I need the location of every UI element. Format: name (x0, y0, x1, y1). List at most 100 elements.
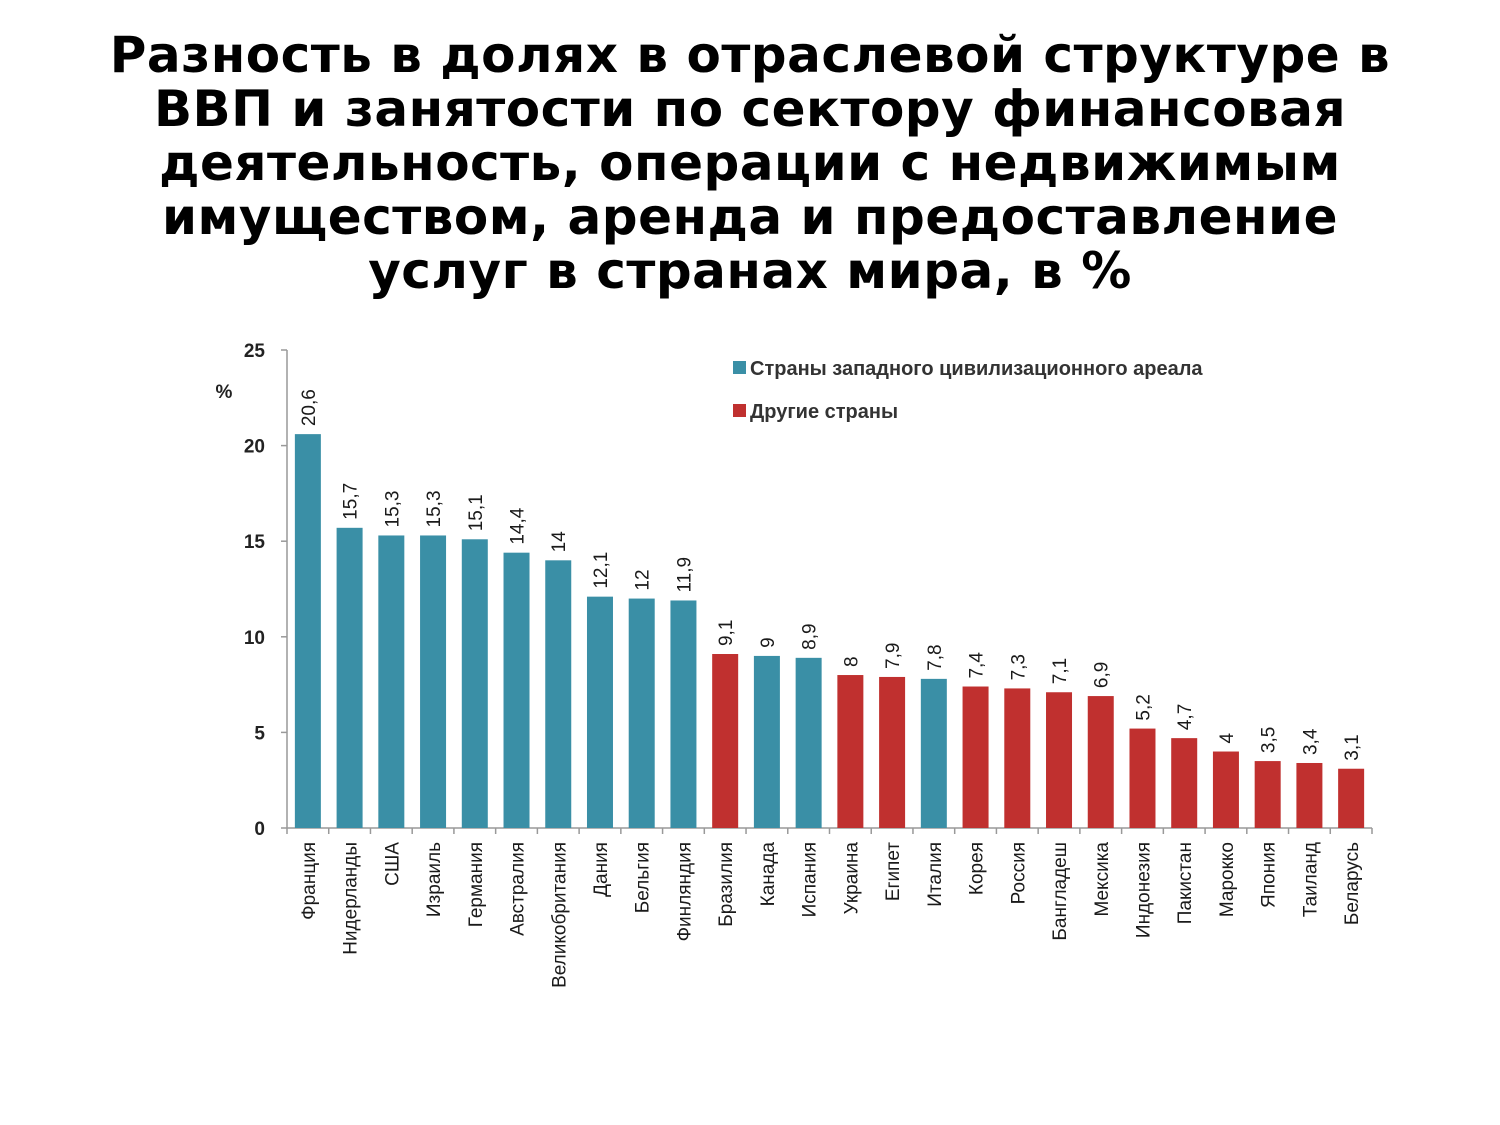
bar (378, 535, 405, 828)
bar (1004, 688, 1031, 828)
y-tick-label: 5 (254, 723, 265, 744)
category-label: Австралия (508, 842, 529, 936)
bar (420, 535, 447, 828)
category-label: Беларусь (1342, 842, 1363, 925)
bar-value-label: 8,9 (800, 623, 821, 649)
bar-value-label: 9 (758, 637, 779, 648)
bar (461, 539, 488, 828)
bar-value-label: 7,9 (883, 643, 904, 669)
bar-value-label: 3,4 (1300, 728, 1321, 755)
bar-value-label: 6,9 (1092, 662, 1113, 688)
legend-swatch (733, 361, 746, 374)
bar-value-label: 3,1 (1342, 734, 1363, 760)
y-tick-label: 20 (244, 437, 265, 458)
bar-value-label: 3,5 (1259, 727, 1280, 753)
bar (753, 655, 780, 828)
bar (962, 686, 989, 828)
bar-value-label: 15,3 (382, 490, 403, 527)
category-label: Корея (967, 842, 988, 895)
category-label: Франция (299, 842, 320, 920)
bar-value-label: 7,1 (1050, 658, 1071, 684)
category-label: Германия (466, 842, 487, 927)
bar-value-label: 12 (633, 569, 654, 590)
category-label: Индонезия (1133, 842, 1154, 938)
category-label: Израиль (424, 842, 445, 917)
bar (1129, 728, 1156, 828)
bar (1254, 761, 1281, 828)
bar-value-label: 5,2 (1133, 694, 1154, 720)
bar-value-label: 7,4 (967, 652, 988, 679)
y-tick-label: 25 (244, 341, 266, 362)
bar (336, 527, 363, 828)
category-label: Украина (841, 842, 862, 915)
category-label: Пакистан (1175, 842, 1196, 924)
bar (1171, 738, 1198, 828)
bar-value-label: 14 (549, 531, 570, 553)
category-label: Бразилия (716, 842, 737, 927)
y-tick-label: 0 (254, 819, 265, 840)
bar (879, 676, 906, 828)
category-label: Нидерланды (341, 842, 362, 955)
bar (837, 675, 864, 828)
bar (1087, 696, 1114, 828)
bar (920, 678, 947, 828)
bar (1046, 692, 1073, 828)
bar-value-label: 4,7 (1175, 704, 1196, 730)
title-line-1: Разность в долях в отраслевой структуре … (109, 26, 1391, 84)
bar (1212, 751, 1239, 828)
category-label: Канада (758, 842, 779, 907)
category-label: Италия (925, 842, 946, 907)
category-label: США (382, 842, 403, 886)
bar-value-label: 14,4 (508, 507, 529, 544)
y-axis-label: % (216, 382, 233, 403)
bar-value-label: 12,1 (591, 552, 612, 589)
category-labels: Франция Нидерланды США Израиль Германия Австр… (299, 842, 1363, 988)
bar (712, 654, 739, 828)
bar (294, 434, 321, 828)
legend: Страны западного цивилизационного ареала… (733, 358, 1203, 423)
chart-title: Разность в долях в отраслевой структуре … (40, 28, 1460, 298)
bar (1338, 768, 1365, 828)
bar (545, 560, 572, 828)
bar-value-label: 4 (1217, 733, 1238, 744)
legend-label: Страны западного цивилизационного ареала (750, 358, 1203, 380)
category-label: Россия (1008, 842, 1029, 904)
category-label: Дания (591, 842, 612, 897)
category-label: Марокко (1217, 842, 1238, 917)
bar-value-label: 7,8 (925, 644, 946, 670)
bar-value-label: 11,9 (674, 557, 695, 593)
bar-value-label: 20,6 (299, 389, 320, 426)
category-label: Испания (800, 842, 821, 917)
category-label: Бангладеш (1050, 842, 1071, 941)
bar-value-label: 15,7 (341, 483, 362, 520)
bar (503, 552, 530, 828)
category-label: Мексика (1092, 842, 1113, 917)
legend-swatch (733, 404, 746, 417)
bar-value-label: 15,3 (424, 490, 445, 527)
y-tick-label: 15 (244, 532, 266, 553)
bars (294, 434, 1365, 828)
bar (795, 657, 822, 828)
title-line-2: ВВП и занятости по сектору финансовая (153, 80, 1347, 138)
title-line-3: деятельность, операции с недвижимым (159, 134, 1341, 192)
y-tick-label: 10 (244, 628, 265, 649)
bar-value-label: 9,1 (716, 620, 737, 646)
category-label: Бельгия (633, 842, 654, 913)
data-labels: 20,6 15,7 15,3 15,3 15,1 14,4 14 12,1 12 11,9 9,1 9… (299, 389, 1363, 761)
bar (628, 598, 655, 828)
bar (586, 596, 613, 828)
bar-value-label: 8 (841, 656, 862, 667)
category-label: Великобритания (549, 842, 570, 988)
bar-value-label: 7,3 (1008, 654, 1029, 680)
category-label: Финляндия (674, 842, 695, 941)
title-line-4: имуществом, аренда и предоставление (161, 188, 1339, 246)
category-label: Таиланд (1300, 842, 1321, 917)
category-label: Египет (883, 842, 904, 901)
title-line-5: услуг в странах мира, в % (368, 242, 1132, 300)
bar (670, 600, 697, 828)
legend-label: Другие страны (750, 401, 898, 423)
bar (1296, 762, 1323, 828)
category-label: Япония (1259, 842, 1280, 908)
bar-value-label: 15,1 (466, 494, 487, 531)
